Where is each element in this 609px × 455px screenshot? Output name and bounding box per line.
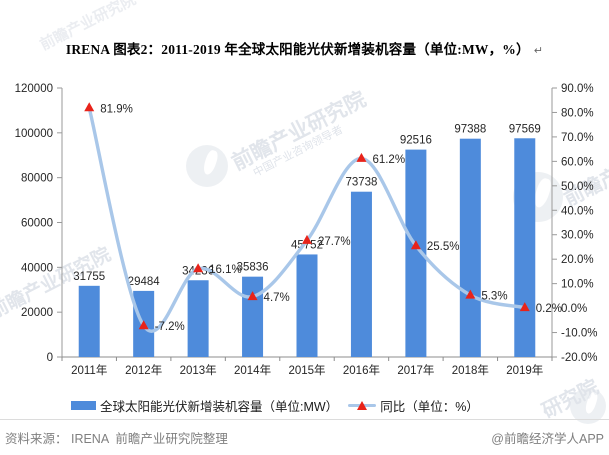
legend-label-capacity: 全球太阳能光伏新增装机容量（单位:MW）	[100, 400, 339, 414]
footer: 资料来源： IRENA 前瞻产业研究院整理 @前瞻经济学人APP	[0, 419, 609, 447]
yoy-marker-2012年	[138, 320, 149, 330]
left-axis-label: 0	[47, 352, 53, 364]
yoy-value-label: 25.5%	[427, 241, 460, 253]
bar-2019年	[514, 138, 536, 357]
x-axis-label: 2013年	[180, 363, 217, 377]
right-axis-label: 10.0%	[561, 279, 594, 291]
yoy-value-label: -7.2%	[155, 321, 185, 333]
x-axis-label: 2015年	[288, 363, 325, 377]
right-axis-label: 90.0%	[561, 83, 594, 95]
left-axis-label: 60000	[21, 218, 53, 230]
line-series-swatch	[348, 400, 377, 410]
bar-value-label: 97388	[454, 124, 486, 136]
yoy-marker-2015年	[302, 234, 312, 244]
left-axis-label: 80000	[21, 173, 53, 185]
left-axis-label: 40000	[21, 262, 53, 274]
credit-note: @前瞻经济学人APP	[491, 432, 604, 446]
bar-value-label: 97569	[509, 123, 541, 135]
triangle-marker-icon	[357, 400, 368, 410]
bar-series-swatch	[71, 401, 96, 410]
yoy-marker-2018年	[465, 289, 476, 299]
bar-2015年	[296, 254, 318, 357]
legend-item-yoy[interactable]: 同比（单位：%）	[348, 396, 479, 415]
bar-value-label: 29484	[128, 276, 161, 288]
right-axis-label: 50.0%	[561, 181, 594, 193]
right-axis-label: 60.0%	[561, 156, 594, 168]
right-axis-label: 40.0%	[561, 205, 594, 217]
x-axis-label: 2016年	[343, 363, 380, 377]
left-axis-label: 120000	[15, 83, 53, 95]
bar-2017年	[405, 149, 427, 357]
yoy-marker-2011年	[84, 102, 95, 112]
bar-value-label: 31755	[73, 271, 105, 283]
bar-value-label: 92516	[400, 135, 432, 147]
right-axis-label: 70.0%	[561, 132, 594, 144]
bar-2013年	[187, 280, 209, 357]
yoy-value-label: 0.2%	[536, 303, 562, 315]
x-axis-label: 2011年	[71, 363, 107, 377]
chart-legend: 全球太阳能光伏新增装机容量（单位:MW） 同比（单位：%）	[0, 396, 609, 415]
legend-item-capacity[interactable]: 全球太阳能光伏新增装机容量（单位:MW）	[71, 396, 338, 415]
right-axis-label: 80.0%	[561, 107, 594, 119]
return-mark-icon: ↵	[533, 44, 544, 57]
x-axis-label: 2018年	[452, 363, 489, 377]
left-axis-label: 20000	[21, 307, 53, 319]
bar-2018年	[459, 138, 481, 357]
bar-2014年	[242, 276, 264, 357]
yoy-marker-2014年	[247, 291, 258, 301]
yoy-value-label: 4.7%	[264, 292, 290, 304]
page-title: IRENA 图表2：2011-2019 年全球太阳能光伏新增装机容量（单位:MW…	[65, 42, 530, 57]
x-axis-label: 2012年	[125, 363, 162, 377]
yoy-value-label: 5.3%	[481, 291, 507, 303]
right-axis-label: 30.0%	[561, 230, 594, 242]
right-axis-label: 0.0%	[561, 303, 587, 315]
bar-2016年	[350, 191, 372, 357]
bar-2011年	[78, 285, 100, 357]
x-axis-label: 2014年	[234, 363, 271, 377]
chart-plot: 120000 100000 80000 60000 40000 20000 0 90.0% 80…	[15, 83, 598, 377]
yoy-marker-2016年	[356, 152, 367, 162]
left-axis-label: 100000	[15, 128, 53, 140]
title-row: IRENA 图表2：2011-2019 年全球太阳能光伏新增装机容量（单位:MW…	[0, 38, 609, 58]
x-axis-label: 2019年	[506, 363, 543, 377]
yoy-value-label: 81.9%	[100, 103, 133, 115]
right-axis-label: -10.0%	[561, 328, 597, 340]
yoy-value-label: 16.1%	[209, 264, 242, 276]
x-axis-label: 2017年	[397, 363, 434, 377]
yoy-value-label: 27.7%	[318, 236, 351, 248]
yoy-value-label: 61.2%	[372, 154, 405, 166]
yoy-marker-2013年	[193, 263, 204, 273]
legend-label-yoy: 同比（单位：%）	[380, 400, 479, 414]
yoy-marker-2017年	[410, 240, 421, 250]
yoy-marker-2019年	[519, 302, 530, 312]
bar-value-label: 35836	[237, 262, 269, 274]
source-note: 资料来源： IRENA 前瞻产业研究院整理	[5, 432, 228, 446]
right-axis-label: -20.0%	[561, 352, 597, 364]
right-axis-label: 20.0%	[561, 254, 594, 266]
bar-value-label: 73738	[345, 177, 377, 189]
